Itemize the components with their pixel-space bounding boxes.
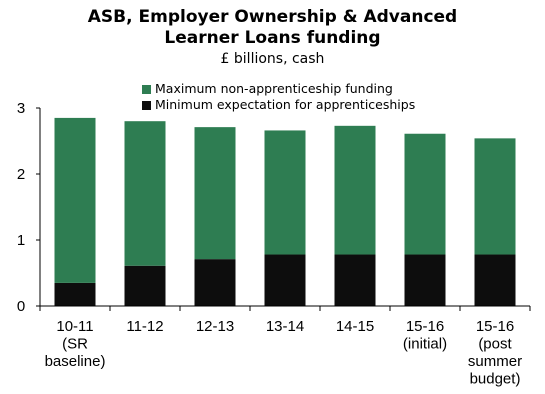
chart-subtitle: £ billions, cash: [220, 51, 325, 67]
y-tick-label-2: 2: [17, 166, 25, 183]
bar-non-apprenticeship-1: [124, 121, 166, 266]
y-tick-label-1: 1: [17, 232, 25, 249]
legend-swatch-black: [142, 100, 151, 110]
legend-item-non-apprenticeship: Maximum non-apprenticeship funding: [142, 81, 415, 97]
x-category-label-0-line-0: 10-11: [56, 318, 93, 335]
bar-apprenticeships-1: [124, 265, 166, 306]
bar-apprenticeships-6: [474, 254, 516, 306]
chart-title-line-1: ASB, Employer Ownership & Advanced: [87, 7, 458, 27]
x-category-label-3-line-0: 13-14: [266, 318, 304, 335]
y-tick-label-0: 0: [17, 298, 25, 315]
x-category-label-6-line-3: budget): [470, 371, 521, 388]
y-tick-label-3: 3: [17, 100, 25, 117]
x-category-label-5-line-0: 15-16: [406, 318, 444, 335]
x-category-label-5: 15-16 (initial): [403, 318, 447, 353]
bar-non-apprenticeship-4: [334, 125, 376, 255]
bar-apprenticeships-2: [194, 259, 236, 306]
bar-non-apprenticeship-2: [194, 127, 236, 260]
x-category-label-4-line-0: 14-15: [336, 318, 374, 335]
legend-label-non-apprenticeship: Maximum non-apprenticeship funding: [155, 81, 393, 96]
x-category-label-0: 10-11 (SR baseline): [45, 318, 106, 370]
x-category-label-2: 12-13: [196, 318, 234, 335]
bar-non-apprenticeship-5: [404, 133, 446, 255]
x-category-label-6: 15-16 (post summer budget): [468, 318, 522, 388]
bar-apprenticeships-3: [264, 254, 306, 306]
chart-title: ASB, Employer Ownership & Advanced Learn…: [0, 7, 545, 49]
x-category-label-2-line-0: 12-13: [196, 318, 234, 335]
x-category-label-6-line-2: summer: [468, 353, 522, 370]
bar-apprenticeships-0: [54, 282, 96, 306]
x-category-label-6-line-0: 15-16: [476, 318, 514, 335]
legend-item-apprenticeships: Minimum expectation for apprenticeships: [142, 97, 415, 113]
bar-non-apprenticeship-3: [264, 130, 306, 255]
x-category-label-1-line-0: 11-12: [126, 318, 163, 335]
legend-label-apprenticeships: Minimum expectation for apprenticeships: [155, 97, 416, 112]
legend-swatch-green: [142, 84, 151, 94]
x-category-label-0-line-2: baseline): [45, 353, 106, 370]
bar-apprenticeships-4: [334, 254, 376, 306]
x-category-label-3: 13-14: [266, 318, 304, 335]
bar-non-apprenticeship-0: [54, 117, 96, 283]
x-category-label-4: 14-15: [336, 318, 374, 335]
x-category-label-1: 11-12: [126, 318, 163, 335]
legend: Maximum non-apprenticeship funding Minim…: [142, 81, 415, 113]
x-category-label-5-line-1: (initial): [403, 336, 447, 353]
bar-non-apprenticeship-6: [474, 138, 516, 255]
chart-title-line-2: Learner Loans funding: [164, 28, 381, 48]
bar-apprenticeships-5: [404, 254, 446, 306]
x-category-label-6-line-1: (post: [478, 336, 512, 353]
x-category-label-0-line-1: (SR: [62, 336, 88, 353]
